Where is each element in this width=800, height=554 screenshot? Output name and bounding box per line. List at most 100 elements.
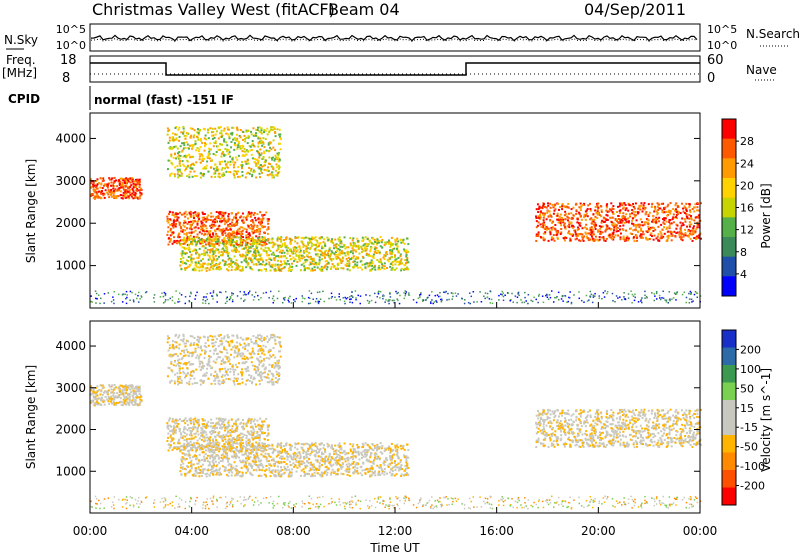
- power-cell: [596, 217, 599, 220]
- power-cell: [359, 266, 362, 269]
- velocity-cell: [113, 392, 116, 395]
- power-cell: [663, 226, 666, 229]
- power-cell: [338, 248, 341, 251]
- velocity-cell: [236, 334, 239, 337]
- power-cell: [223, 244, 226, 247]
- power-cell: [212, 167, 215, 170]
- power-cell: [395, 260, 398, 263]
- power-cell: [397, 256, 400, 259]
- velocity-cell: [215, 374, 218, 377]
- power-cell: [669, 298, 671, 300]
- power-cell: [372, 256, 375, 259]
- power-cell: [539, 210, 542, 213]
- power-cell: [192, 249, 195, 252]
- power-cell: [568, 217, 571, 220]
- power-cell: [568, 223, 571, 226]
- power-cell: [252, 222, 255, 225]
- velocity-cell: [178, 381, 181, 384]
- power-cell: [635, 219, 638, 222]
- power-cell: [309, 262, 312, 265]
- velocity-cell: [219, 333, 222, 336]
- power-cell: [568, 296, 570, 299]
- power-cell: [234, 139, 237, 142]
- velocity-cell: [102, 391, 105, 394]
- power-cell: [609, 216, 612, 219]
- power-cell: [176, 219, 179, 222]
- power-cell: [190, 134, 193, 137]
- velocity-cell: [127, 402, 130, 405]
- power-cell: [111, 195, 114, 198]
- power-cell: [299, 269, 302, 272]
- power-cell: [110, 178, 113, 181]
- power-cell: [316, 241, 319, 244]
- velocity-cell: [239, 343, 242, 346]
- power-cell: [314, 300, 317, 303]
- power-cell: [196, 222, 199, 225]
- power-cell: [230, 244, 233, 247]
- power-cell: [132, 190, 135, 193]
- power-cell: [405, 291, 408, 293]
- power-cell: [131, 187, 134, 190]
- power-cell: [212, 250, 215, 253]
- power-cell: [696, 202, 699, 205]
- power-cell: [383, 258, 386, 261]
- power-cell: [395, 290, 397, 293]
- power-cell: [619, 221, 622, 224]
- velocity-cell: [171, 370, 174, 373]
- power-cell: [579, 209, 582, 212]
- power-cell: [311, 269, 314, 272]
- power-cell: [186, 217, 189, 220]
- velocity-cell: [253, 368, 256, 371]
- velocity-cell: [111, 397, 114, 400]
- velocity-cell: [203, 373, 206, 376]
- power-cell: [688, 213, 691, 216]
- power-cell: [330, 259, 333, 262]
- power-cell: [233, 223, 236, 226]
- power-cell: [252, 225, 255, 228]
- power-cell: [99, 177, 102, 180]
- power-cell: [645, 230, 648, 233]
- velocity-cell: [223, 337, 226, 340]
- velocity-cell: [128, 398, 131, 401]
- power-cell: [252, 171, 255, 174]
- power-cell: [112, 299, 115, 301]
- velocity-cell: [90, 393, 93, 396]
- power-cell: [698, 214, 701, 217]
- power-cell: [265, 269, 268, 272]
- power-cell: [668, 226, 671, 229]
- power-cell: [617, 222, 620, 225]
- power-cell: [274, 256, 277, 259]
- power-cell: [553, 239, 556, 242]
- power-cell: [318, 263, 321, 266]
- power-cell: [311, 262, 314, 265]
- cpid-label: CPID: [8, 92, 40, 106]
- power-cell: [241, 219, 244, 222]
- power-cell: [596, 205, 599, 208]
- power-cell: [232, 236, 235, 239]
- power-cell: [383, 262, 386, 265]
- power-cell: [560, 224, 563, 227]
- power-cell: [120, 186, 123, 189]
- power-cell: [256, 129, 259, 132]
- power-cell: [278, 265, 281, 268]
- power-cell: [278, 158, 281, 161]
- power-cell: [258, 126, 261, 129]
- power-cell: [365, 252, 368, 255]
- power-cell: [680, 236, 683, 239]
- power-cell: [512, 301, 515, 303]
- power-cell: [271, 128, 274, 131]
- power-cell: [539, 236, 542, 239]
- power-cell: [606, 210, 609, 213]
- power-cell: [654, 205, 657, 208]
- velocity-cell: [166, 375, 169, 378]
- velocity-cell: [268, 363, 271, 366]
- power-cell: [255, 164, 258, 167]
- velocity-cell: [246, 378, 249, 381]
- power-cell: [489, 302, 492, 304]
- power-cell: [175, 215, 178, 218]
- power-cell: [262, 260, 265, 263]
- power-cell: [352, 241, 355, 244]
- velocity-cell: [219, 368, 222, 371]
- power-cell: [249, 227, 252, 230]
- velocity-cell: [266, 376, 269, 379]
